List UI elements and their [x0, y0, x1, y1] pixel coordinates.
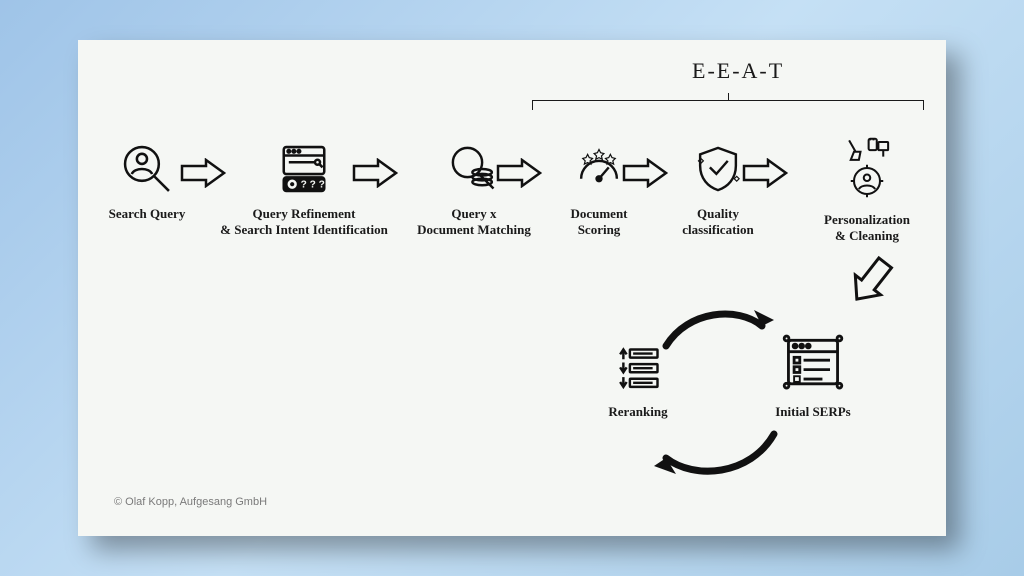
cycle-arrow-bottom-icon — [650, 424, 782, 488]
svg-text:? ? ?: ? ? ? — [301, 180, 325, 191]
down-arrow-icon — [841, 250, 902, 313]
cycle-label: Reranking — [578, 404, 698, 420]
diagram-panel: E-E-A-T Search Query — [78, 40, 946, 536]
arrow-icon — [496, 158, 542, 188]
eeat-label: E-E-A-T — [692, 58, 784, 84]
diagram-content: E-E-A-T Search Query — [78, 40, 946, 536]
step-doc-scoring: Document Scoring — [544, 140, 654, 239]
step-doc-matching: Query x Document Matching — [404, 140, 544, 239]
serp-screen-icon — [778, 328, 848, 398]
eeat-brace — [532, 100, 924, 101]
arrow-icon — [352, 158, 398, 188]
gauge-stars-icon — [570, 140, 628, 198]
page-background: E-E-A-T Search Query — [0, 0, 1024, 576]
step-quality: Quality classification — [658, 140, 778, 239]
step-label: Document Scoring — [544, 206, 654, 239]
step-label: Quality classification — [658, 206, 778, 239]
cycle-arrow-top-icon — [658, 298, 778, 358]
step-label: Query x Document Matching — [404, 206, 544, 239]
magnifier-coins-icon — [445, 140, 503, 198]
magnifier-person-icon — [118, 140, 176, 198]
browser-search-icon: ? ? ? — [275, 140, 333, 198]
credit-text: © Olaf Kopp, Aufgesang GmbH — [114, 496, 267, 508]
step-label: Personalization & Cleaning — [792, 212, 942, 245]
shield-check-icon — [689, 140, 747, 198]
cycle-label: Initial SERPs — [748, 404, 878, 420]
cleaning-target-icon — [838, 132, 896, 204]
step-label: Search Query — [92, 206, 202, 222]
arrow-icon — [622, 158, 668, 188]
arrow-icon — [742, 158, 788, 188]
step-query-refine: ? ? ? Query Refinement & Search Intent I… — [214, 140, 394, 239]
step-label: Query Refinement & Search Intent Identif… — [214, 206, 394, 239]
step-personalize: Personalization & Cleaning — [792, 132, 942, 245]
arrow-icon — [180, 158, 226, 188]
